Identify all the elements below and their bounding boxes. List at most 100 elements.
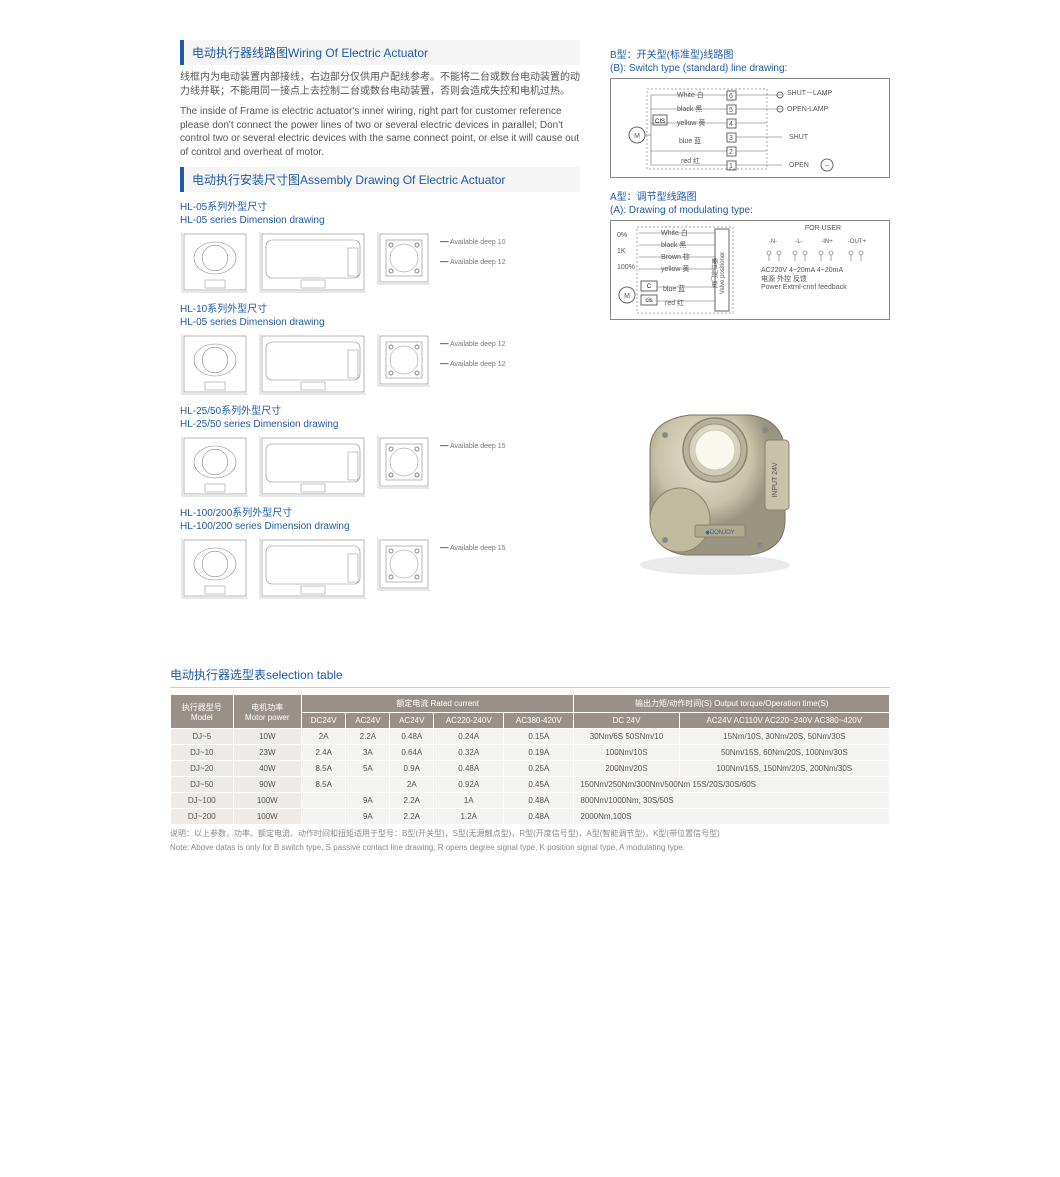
selection-title: 电动执行器选型表selection table [170, 666, 890, 688]
type-a-heading-en: (A): Drawing of modulating type: [610, 205, 890, 216]
svg-text:4: 4 [729, 121, 733, 128]
table-cell [301, 809, 345, 825]
svg-text:2: 2 [729, 149, 733, 156]
actuator-svg: INPUT 24V ◆DONJOY [620, 390, 810, 580]
page-content: 电动执行器线路图Wiring Of Electric Actuator 线框内为… [0, 0, 1060, 606]
table-cell [346, 777, 390, 793]
selection-table: 执行器型号 Model 电机功率 Motor power 额定电流 Rated … [170, 694, 890, 825]
svg-text:-OUT+: -OUT+ [848, 239, 867, 245]
dimension-front-view [180, 434, 250, 498]
th-sub: AC380-420V [504, 713, 574, 729]
table-cell: 40W [233, 761, 301, 777]
table-cell: 0.24A [434, 729, 504, 745]
dimension-series: HL-10系列外型尺寸 HL-05 series Dimension drawin… [180, 300, 580, 396]
table-cell: 2.2A [346, 729, 390, 745]
table-cell: 100W [233, 809, 301, 825]
dimension-bottom-view [376, 230, 432, 286]
table-row: DJ~200100W9A2.2A1.2A0.48A2000Nm,100S [171, 809, 890, 825]
svg-text:blue 蓝: blue 蓝 [663, 284, 685, 293]
th-power: 电机功率 Motor power [233, 695, 301, 729]
svg-text:-IN+: -IN+ [821, 239, 833, 245]
table-cell: 0.19A [504, 745, 574, 761]
left-column: 电动执行器线路图Wiring Of Electric Actuator 线框内为… [180, 40, 580, 606]
type-b-heading-cn: B型：开关型(标准型)线路图 [610, 46, 890, 61]
table-cell: 2000Nm,100S [574, 809, 890, 825]
deep-label: ━━ Available deep 10 [440, 238, 506, 246]
user-row-2: Power Extrnl-cntrl feedback [761, 284, 885, 291]
table-cell: 0.25A [504, 761, 574, 777]
dimension-series: HL-100/200系列外型尺寸HL-100/200 series Dimens… [180, 504, 580, 600]
svg-text:OPEN-LAMP: OPEN-LAMP [787, 106, 829, 113]
right-column: B型：开关型(标准型)线路图 (B): Switch type (standar… [610, 40, 890, 606]
for-user-label: FOR USER [761, 225, 885, 232]
series-heading-cn: HL-10系列外型尺寸 [180, 300, 580, 315]
svg-text:M: M [634, 133, 640, 140]
svg-text:5: 5 [729, 107, 733, 114]
series-heading-en: HL-05 series Dimension drawing [180, 317, 580, 328]
selection-footnote-cn: 说明：以上参数，功率、额定电流、动作时间和扭矩适用于型号：B型(开关型)，S型(… [170, 829, 890, 839]
table-cell: 150Nm/250Nm/300Nm/500Nm 15S/20S/30S/60S [574, 777, 890, 793]
svg-text:1: 1 [729, 163, 733, 170]
svg-text:red 红: red 红 [665, 298, 684, 307]
actuator-product-image: INPUT 24V ◆DONJOY [620, 390, 810, 580]
diagram-row: ━━ Available deep 15 [180, 434, 580, 498]
table-cell: 10W [233, 729, 301, 745]
table-cell: 2.2A [390, 809, 434, 825]
table-cell: DJ~100 [171, 793, 234, 809]
wiring-para-cn: 线框内为电动装置内部接线，右边部分仅供用户配线参考。不能将二台或数台电动装置的动… [180, 71, 580, 99]
table-cell: 0.48A [504, 809, 574, 825]
dimension-front-view [180, 536, 250, 600]
table-cell: 23W [233, 745, 301, 761]
table-cell: 1A [434, 793, 504, 809]
table-cell: 5A [346, 761, 390, 777]
table-cell: 100Nm/15S, 150Nm/20S, 200Nm/30S [679, 761, 889, 777]
table-cell: 15Nm/10S, 30Nm/20S, 50Nm/30S [679, 729, 889, 745]
table-cell: 90W [233, 777, 301, 793]
selection-table-section: 电动执行器选型表selection table 执行器型号 Model 电机功率… [0, 666, 1060, 854]
selection-table-head: 执行器型号 Model 电机功率 Motor power 额定电流 Rated … [171, 695, 890, 729]
table-cell: 0.32A [434, 745, 504, 761]
table-cell: DJ~5 [171, 729, 234, 745]
table-row: DJ~100100W9A2.2A1A0.48A800Nm/1000Nm, 30S… [171, 793, 890, 809]
svg-text:Brown 棕: Brown 棕 [661, 252, 690, 261]
type-b-svg: M White 白6 black 黑5 yellow 黄4 3 blue 蓝2 … [617, 85, 877, 173]
deep-labels: ━━ Available deep 10 ━━ Available deep 12 [440, 230, 506, 266]
svg-text:阀门定位器: 阀门定位器 [711, 258, 719, 288]
table-cell: 0.9A [390, 761, 434, 777]
user-terminals-svg: -N--L--IN+-OUT+ [761, 235, 871, 265]
table-cell: 9A [346, 809, 390, 825]
svg-text:CIS: CIS [655, 119, 665, 125]
svg-text:100%: 100% [617, 264, 635, 271]
series-heading-en: HL-05 series Dimension drawing [180, 215, 580, 226]
wiring-para-en: The inside of Frame is electric actuator… [180, 105, 580, 159]
table-cell: 0.64A [390, 745, 434, 761]
table-cell: 200Nm/20S [574, 761, 679, 777]
deep-label: ━━ Available deep 12 [440, 258, 506, 266]
type-b-wiring-diagram: M White 白6 black 黑5 yellow 黄4 3 blue 蓝2 … [610, 78, 890, 178]
dimension-bottom-view [376, 332, 432, 388]
user-row-1: 电源 外控 反馈 [761, 274, 885, 284]
table-cell: 100Nm/10S [574, 745, 679, 761]
table-cell [301, 793, 345, 809]
table-row: DJ~510W2A2.2A0.48A0.24A0.15A30Nm/6S 50SN… [171, 729, 890, 745]
table-cell: 0.48A [434, 761, 504, 777]
deep-label: ━━ Available deep 12 [440, 340, 506, 348]
table-cell: 30Nm/6S 50SNm/10 [574, 729, 679, 745]
type-a-wiring-diagram: 0%1K100% White 白black 黑Brown 棕yellow 黄 b… [610, 220, 890, 320]
svg-text:blue 蓝: blue 蓝 [679, 136, 701, 145]
series-heading-en: HL-25/50 series Dimension drawing [180, 419, 580, 430]
svg-text:-L-: -L- [795, 239, 802, 245]
deep-labels: ━━ Available deep 12━━ Available deep 12 [440, 332, 506, 368]
dimension-series-container: HL-05系列外型尺寸HL-05 series Dimension drawin… [180, 198, 580, 600]
svg-text:6: 6 [729, 93, 733, 100]
table-cell: 800Nm/1000Nm, 30S/50S [574, 793, 890, 809]
svg-text:C: C [647, 284, 652, 290]
series-heading-cn: HL-25/50系列外型尺寸 [180, 402, 580, 417]
dimension-bottom-view [376, 536, 432, 592]
svg-text:SHUT－LAMP: SHUT－LAMP [787, 90, 832, 97]
th-output: 输出力矩/动作时间(S) Output torque/Operation tim… [574, 695, 890, 713]
selection-footnote-en: Note: Above datas is only for B switch t… [170, 843, 890, 853]
table-cell: 2.4A [301, 745, 345, 761]
type-b-heading-en: (B): Switch type (standard) line drawing… [610, 63, 890, 74]
diagram-row: ━━ Available deep 10 ━━ Available deep 12 [180, 230, 580, 294]
